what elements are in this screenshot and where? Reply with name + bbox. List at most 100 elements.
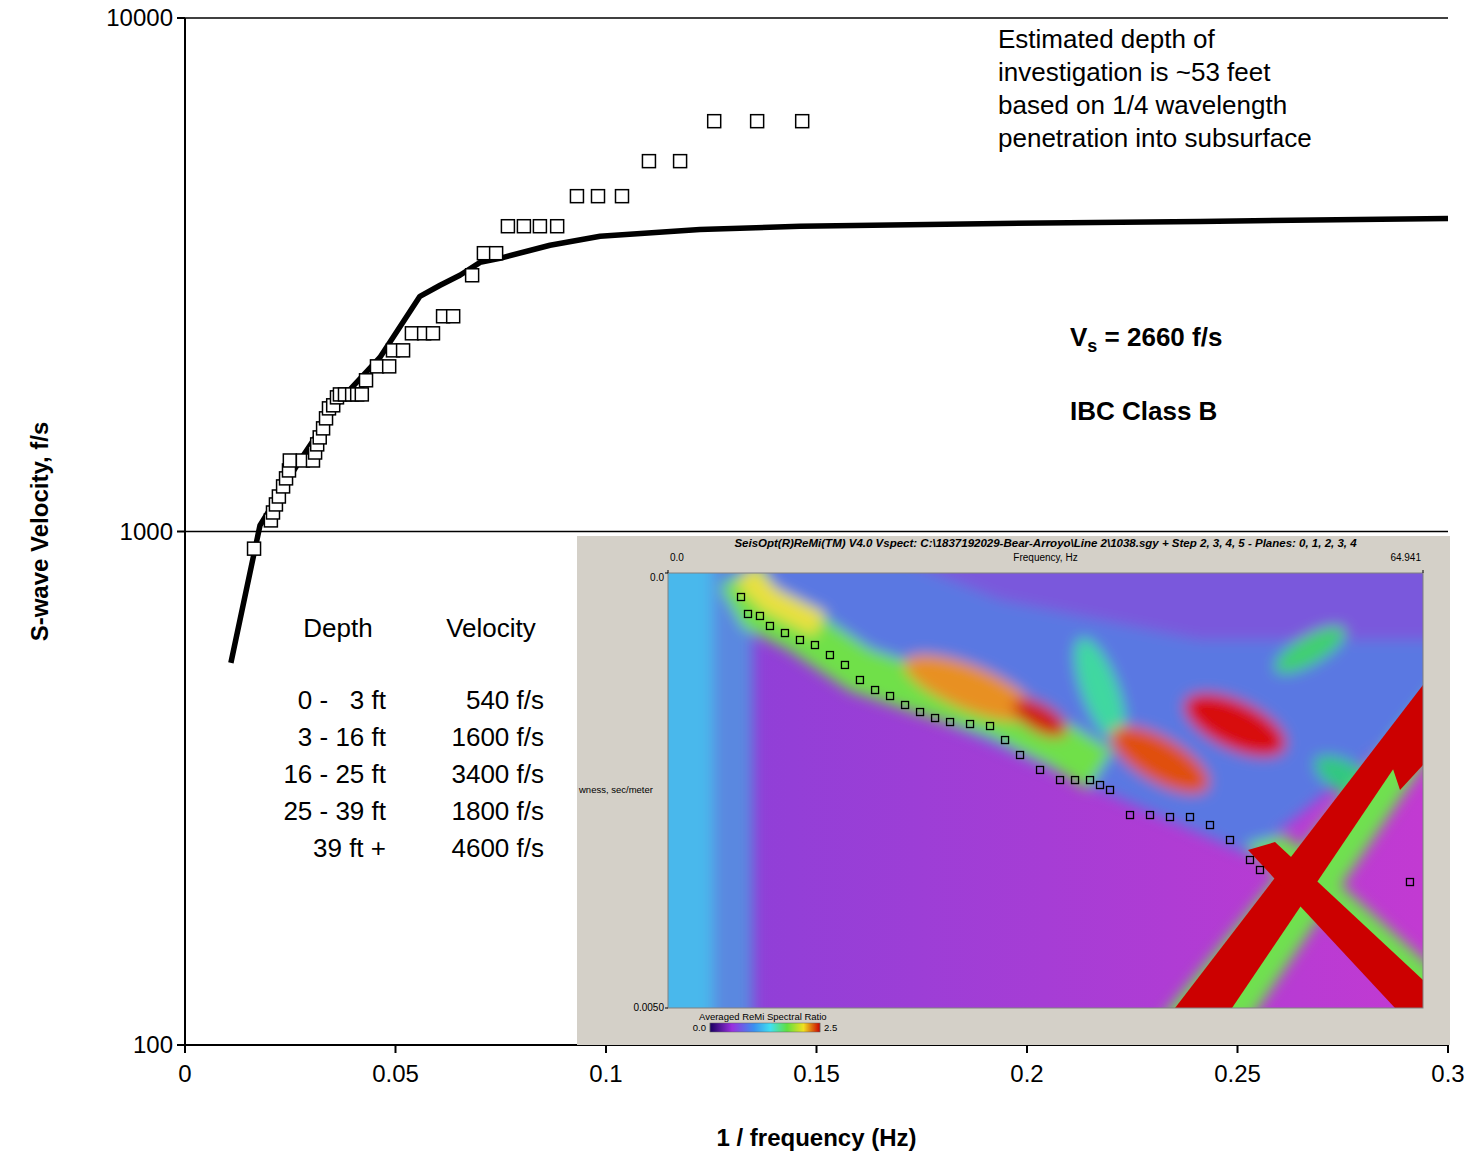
depth-note: penetration into subsurface: [998, 123, 1312, 153]
dispersion-point: [426, 327, 439, 340]
table-depth: 25 - 39 ft: [283, 796, 386, 826]
colorbar-tick-label: 0.0: [693, 1022, 706, 1033]
x-tick-label: 0.1: [589, 1060, 622, 1087]
dispersion-point: [370, 360, 383, 373]
chart-root: 10010001000000.050.10.150.20.250.31 / fr…: [0, 0, 1480, 1167]
velocity-model-line: [231, 218, 1448, 662]
dispersion-point: [360, 374, 373, 387]
table-velocity: 540 f/s: [466, 685, 544, 715]
y-tick-label: 10000: [106, 4, 173, 31]
table-depth: 16 - 25 ft: [283, 759, 386, 789]
inset-pick: [744, 610, 751, 617]
x-tick: [1026, 1045, 1028, 1053]
dispersion-point: [466, 269, 479, 282]
x-tick: [816, 1045, 818, 1053]
vs-label: Vs = 2660 f/s: [1070, 322, 1222, 356]
inset-pick: [1256, 867, 1263, 874]
inset-y-tick: [665, 1008, 668, 1009]
inset-pick: [1037, 766, 1044, 773]
table-header: Depth: [303, 613, 372, 643]
y-tick: [177, 531, 185, 533]
x-tick-label: 0.3: [1431, 1060, 1464, 1087]
y-tick-label: 1000: [120, 518, 173, 545]
inset-pick: [967, 721, 974, 728]
dispersion-point: [248, 542, 261, 555]
dispersion-point: [447, 310, 460, 323]
dispersion-point: [551, 220, 564, 233]
inset-pick: [1207, 822, 1214, 829]
table-depth: 39 ft +: [313, 833, 386, 863]
colorbar-title: Averaged ReMi Spectral Ratio: [699, 1011, 827, 1022]
inset-pick: [1226, 837, 1233, 844]
inset-pick: [917, 709, 924, 716]
dispersion-point: [477, 247, 490, 260]
table-depth: 0 - 3 ft: [298, 685, 387, 715]
x-tick: [395, 1045, 397, 1053]
dispersion-point: [751, 115, 764, 128]
inset-pick: [887, 693, 894, 700]
inset-pick: [1017, 752, 1024, 759]
colorbar-tick: [820, 1023, 821, 1032]
x-tick-label: 0.2: [1010, 1060, 1043, 1087]
vs-symbol: V: [1070, 322, 1088, 352]
inset-frame: [668, 573, 1423, 1008]
site-class: IBC Class B: [1070, 396, 1217, 426]
dispersion-point: [501, 220, 514, 233]
inset-y-title: wness, sec/meter: [578, 784, 653, 795]
inset-pick: [1107, 786, 1114, 793]
inset-x-title: Frequency, Hz: [1013, 552, 1077, 563]
spectral-image: [668, 573, 1423, 1008]
inset-pick: [1072, 777, 1079, 784]
inset-y-tick-label: 0.0050: [633, 1002, 664, 1013]
dispersion-point: [570, 190, 583, 203]
inset-pick: [1147, 812, 1154, 819]
dispersion-point: [283, 454, 296, 467]
inset-pick: [756, 612, 763, 619]
inset-picks: [738, 594, 1414, 886]
colorbar-tick-label: 2.5: [824, 1022, 837, 1033]
inset-pick: [1057, 777, 1064, 784]
x-tick: [1447, 1045, 1449, 1053]
x-tick: [184, 1045, 186, 1053]
y-tick-label: 100: [133, 1031, 173, 1058]
inset-pick: [1406, 879, 1413, 886]
colorbar: [710, 1023, 820, 1032]
inset-pick: [1097, 782, 1104, 789]
table-velocity: 1800 f/s: [451, 796, 544, 826]
dispersion-point: [796, 115, 809, 128]
x-tick: [1237, 1045, 1239, 1053]
inset-pick: [932, 715, 939, 722]
depth-note: Estimated depth of: [998, 24, 1216, 54]
x-tick-label: 0: [178, 1060, 191, 1087]
dispersion-point: [405, 327, 418, 340]
inset-pick: [781, 630, 788, 637]
inset: SeisOpt(R)ReMi(TM) V4.0 Vspect: C:\18371…: [577, 536, 1450, 1045]
inset-pick: [796, 636, 803, 643]
dispersion-point: [490, 247, 503, 260]
dispersion-point: [383, 360, 396, 373]
inset-pick: [738, 594, 745, 601]
vs-value: = 2660 f/s: [1097, 322, 1222, 352]
inset-pick: [766, 622, 773, 629]
inset-pick: [856, 677, 863, 684]
dispersion-point: [533, 220, 546, 233]
y-tick: [177, 1044, 185, 1046]
table-depth: 3 - 16 ft: [298, 722, 387, 752]
inset-pick: [826, 652, 833, 659]
inset-x-tick-label: 0.0: [670, 552, 684, 563]
inset-title: SeisOpt(R)ReMi(TM) V4.0 Vspect: C:\18371…: [734, 537, 1357, 549]
depth-note: based on 1/4 wavelength: [998, 90, 1287, 120]
inset-pick: [1246, 857, 1253, 864]
inset-pick: [1087, 777, 1094, 784]
axes: 10010001000000.050.10.150.20.250.31 / fr…: [26, 4, 1465, 1151]
plot-data: [231, 115, 1448, 663]
inset-y-tick-label: 0.0: [650, 572, 664, 583]
colorbar-tick: [710, 1023, 711, 1032]
inset-background: [577, 536, 1450, 1045]
grid-line: [185, 531, 1448, 532]
inset-pick: [1187, 814, 1194, 821]
inset-pick: [841, 661, 848, 668]
dispersion-point: [642, 155, 655, 168]
y-tick: [177, 17, 185, 19]
table-velocity: 3400 f/s: [451, 759, 544, 789]
